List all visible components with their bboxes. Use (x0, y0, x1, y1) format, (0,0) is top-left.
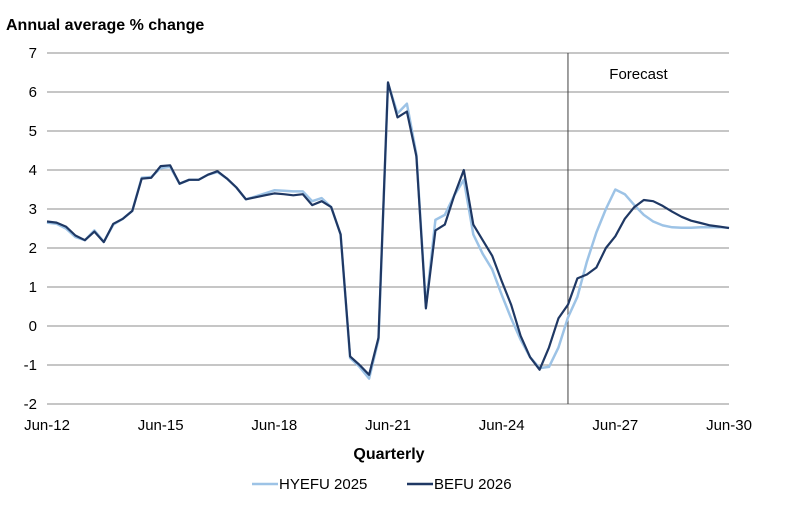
y-tick-label: 0 (29, 318, 37, 335)
y-tick-label: 1 (29, 279, 37, 296)
x-tick-label: Jun-27 (592, 417, 638, 434)
y-tick-label: -1 (24, 357, 37, 374)
y-axis-label: Annual average % change (6, 17, 204, 34)
x-axis-label: Quarterly (353, 446, 424, 463)
x-tick-label: Jun-18 (251, 417, 297, 434)
y-tick-label: 6 (29, 84, 37, 101)
forecast-annotation: Forecast (609, 66, 668, 83)
y-tick-label: 4 (29, 162, 37, 179)
series-line-2 (46, 81, 730, 376)
x-tick-label: Jun-15 (138, 417, 184, 434)
x-tick-labels: Jun-12 Jun-15 Jun-18 Jun-21 Jun-24 Jun-27 Jun-… (24, 417, 752, 434)
x-tick-label: Jun-21 (365, 417, 411, 434)
legend: HYEFU 2025 BEFU 2026 (252, 476, 512, 493)
y-tick-label: 7 (29, 45, 37, 62)
y-tick-labels: -2 -1 0 1 2 3 4 5 6 7 (24, 45, 37, 413)
x-tick-label: Jun-24 (479, 417, 525, 434)
y-tick-label: -2 (24, 396, 37, 413)
y-tick-label: 2 (29, 240, 37, 257)
legend-label: BEFU 2026 (434, 476, 512, 493)
series-lines (46, 81, 730, 380)
y-tick-label: 5 (29, 123, 37, 140)
x-tick-label: Jun-30 (706, 417, 752, 434)
y-tick-label: 3 (29, 201, 37, 218)
x-tick-label: Jun-12 (24, 417, 70, 434)
legend-label: HYEFU 2025 (279, 476, 367, 493)
series-line-1 (46, 82, 730, 380)
